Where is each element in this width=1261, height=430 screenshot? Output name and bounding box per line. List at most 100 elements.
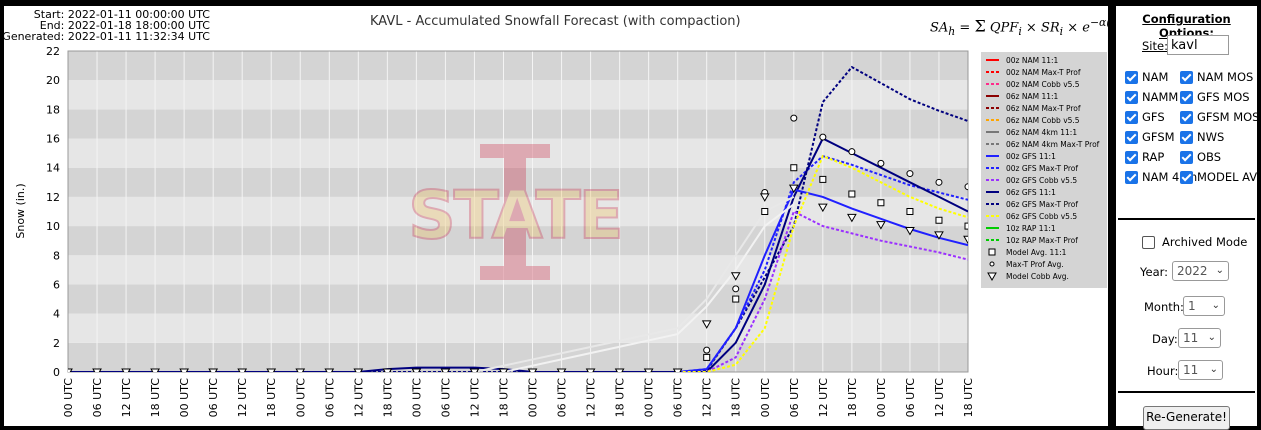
marker-triangle xyxy=(614,368,625,372)
marker-square xyxy=(819,175,827,183)
series-line-5 xyxy=(677,154,968,372)
chevron-down-icon: ⌄ xyxy=(1215,265,1224,276)
checkbox-icon[interactable] xyxy=(1180,90,1193,104)
marker-square xyxy=(761,208,769,215)
x-tick-label: 00 UTC xyxy=(643,378,656,418)
x-tick-label: 06 UTC xyxy=(439,378,452,418)
divider xyxy=(1118,391,1255,393)
model-checkbox-namm[interactable]: NAMM xyxy=(1125,90,1178,104)
marker-square xyxy=(790,164,798,172)
model-checkbox-obs[interactable]: OBS xyxy=(1180,150,1221,164)
model-checkbox-gfsm-mos[interactable]: GFSM MOS xyxy=(1180,110,1259,124)
legend-label: 06z NAM Cobb v5.5 xyxy=(1006,116,1080,125)
model-checkbox-nws[interactable]: NWS xyxy=(1180,130,1224,144)
checkbox-label: NAM MOS xyxy=(1197,70,1254,84)
marker-triangle xyxy=(788,184,799,194)
legend-label: 06z GFS 11:1 xyxy=(1006,188,1056,197)
legend-box xyxy=(981,52,1107,288)
checkbox-icon[interactable] xyxy=(1180,150,1193,164)
checkbox-label: RAP xyxy=(1142,150,1165,164)
archived-mode-label: Archived Mode xyxy=(1162,235,1248,249)
marker-circle xyxy=(848,148,856,156)
x-tick-label: 00 UTC xyxy=(410,378,423,418)
x-tick-label: 06 UTC xyxy=(91,378,104,418)
marker-circle xyxy=(703,346,711,354)
marker-triangle xyxy=(353,368,364,372)
x-tick-label: 00 UTC xyxy=(759,378,772,418)
checkbox-label: MODEL AVERAGE xyxy=(1197,170,1261,184)
checkbox-icon[interactable] xyxy=(1125,90,1138,104)
marker-triangle xyxy=(266,368,277,372)
legend-label: Max-T Prof Avg. xyxy=(1006,260,1064,269)
marker-triangle xyxy=(68,368,73,372)
year-label: Year: xyxy=(1140,265,1169,279)
legend-label: 00z NAM Max-T Prof xyxy=(1006,68,1081,77)
checkbox-label: OBS xyxy=(1197,150,1222,164)
marker-triangle xyxy=(556,368,567,372)
checkbox-label: GFS MOS xyxy=(1197,90,1250,104)
y-tick-label: 20 xyxy=(46,74,60,87)
x-tick-label: 00 UTC xyxy=(178,378,191,418)
model-checkbox-model-average[interactable]: MODEL AVERAGE xyxy=(1180,170,1261,184)
marker-circle xyxy=(732,285,740,293)
checkbox-icon[interactable] xyxy=(1180,130,1193,144)
day-label: Day: xyxy=(1152,332,1178,346)
checkbox-label: NAMM xyxy=(1142,90,1179,104)
grid-band xyxy=(68,138,968,168)
series-line-7 xyxy=(503,203,795,372)
x-tick-label: 06 UTC xyxy=(788,378,801,418)
checkbox-icon[interactable] xyxy=(1125,110,1138,124)
archived-mode-checkbox[interactable]: Archived Mode xyxy=(1142,235,1247,249)
x-tick-label: 00 UTC xyxy=(875,378,888,418)
y-tick-label: 16 xyxy=(46,133,60,146)
day-select[interactable]: 11 ⌄ xyxy=(1178,328,1221,348)
checkbox-icon[interactable] xyxy=(1125,170,1138,184)
marker-triangle xyxy=(469,368,480,372)
grid-band xyxy=(68,109,968,139)
checkbox-icon[interactable] xyxy=(1125,150,1138,164)
marker-triangle xyxy=(527,368,538,372)
marker-triangle xyxy=(411,368,422,372)
month-select[interactable]: 1 ⌄ xyxy=(1183,296,1225,316)
checkbox-icon[interactable] xyxy=(1142,235,1155,249)
marker-square xyxy=(877,199,885,207)
model-checkbox-gfs[interactable]: GFS xyxy=(1125,110,1165,124)
checkbox-icon[interactable] xyxy=(1125,130,1138,144)
x-tick-label: 12 UTC xyxy=(817,378,830,418)
legend-label: Model Avg. 11:1 xyxy=(1006,248,1067,257)
marker-square xyxy=(732,295,740,303)
marker-circle xyxy=(819,133,827,141)
marker-triangle xyxy=(963,235,968,245)
x-tick-label: 12 UTC xyxy=(933,378,946,418)
year-select[interactable]: 2022 ⌄ xyxy=(1172,261,1229,281)
model-checkbox-gfs-mos[interactable]: GFS MOS xyxy=(1180,90,1250,104)
x-tick-label: 06 UTC xyxy=(207,378,220,418)
month-label: Month: xyxy=(1144,300,1184,314)
checkbox-label: NWS xyxy=(1197,130,1225,144)
model-checkbox-gfsm[interactable]: GFSM xyxy=(1125,130,1175,144)
checkbox-icon[interactable] xyxy=(1125,70,1138,84)
marker-triangle xyxy=(498,368,509,372)
checkbox-icon[interactable] xyxy=(1180,170,1193,184)
checkbox-label: GFSM xyxy=(1142,130,1175,144)
model-checkbox-nam[interactable]: NAM xyxy=(1125,70,1168,84)
checkbox-icon[interactable] xyxy=(1180,70,1193,84)
model-checkbox-rap[interactable]: RAP xyxy=(1125,150,1164,164)
x-tick-label: 18 UTC xyxy=(614,378,627,418)
x-tick-label: 18 UTC xyxy=(149,378,162,418)
grid-band xyxy=(68,51,968,81)
site-input[interactable] xyxy=(1167,35,1229,55)
hour-select[interactable]: 11 ⌄ xyxy=(1178,360,1223,380)
regenerate-button[interactable]: Re-Generate! xyxy=(1143,406,1230,430)
marker-triangle xyxy=(150,368,160,372)
marker-triangle xyxy=(701,320,712,329)
marker-triangle xyxy=(382,368,393,372)
model-checkbox-nam-mos[interactable]: NAM MOS xyxy=(1180,70,1253,84)
marker-circle xyxy=(935,178,943,186)
checkbox-icon[interactable] xyxy=(1180,110,1193,124)
legend-marker-triangle xyxy=(987,272,997,282)
end-time: End: 2022-01-18 18:00:00 UTC xyxy=(39,19,210,32)
hour-label: Hour: xyxy=(1147,364,1179,378)
chart-frame: Start: 2022-01-11 00:00:00 UTC End: 2022… xyxy=(2,6,1134,426)
x-tick-label: 06 UTC xyxy=(904,378,917,418)
